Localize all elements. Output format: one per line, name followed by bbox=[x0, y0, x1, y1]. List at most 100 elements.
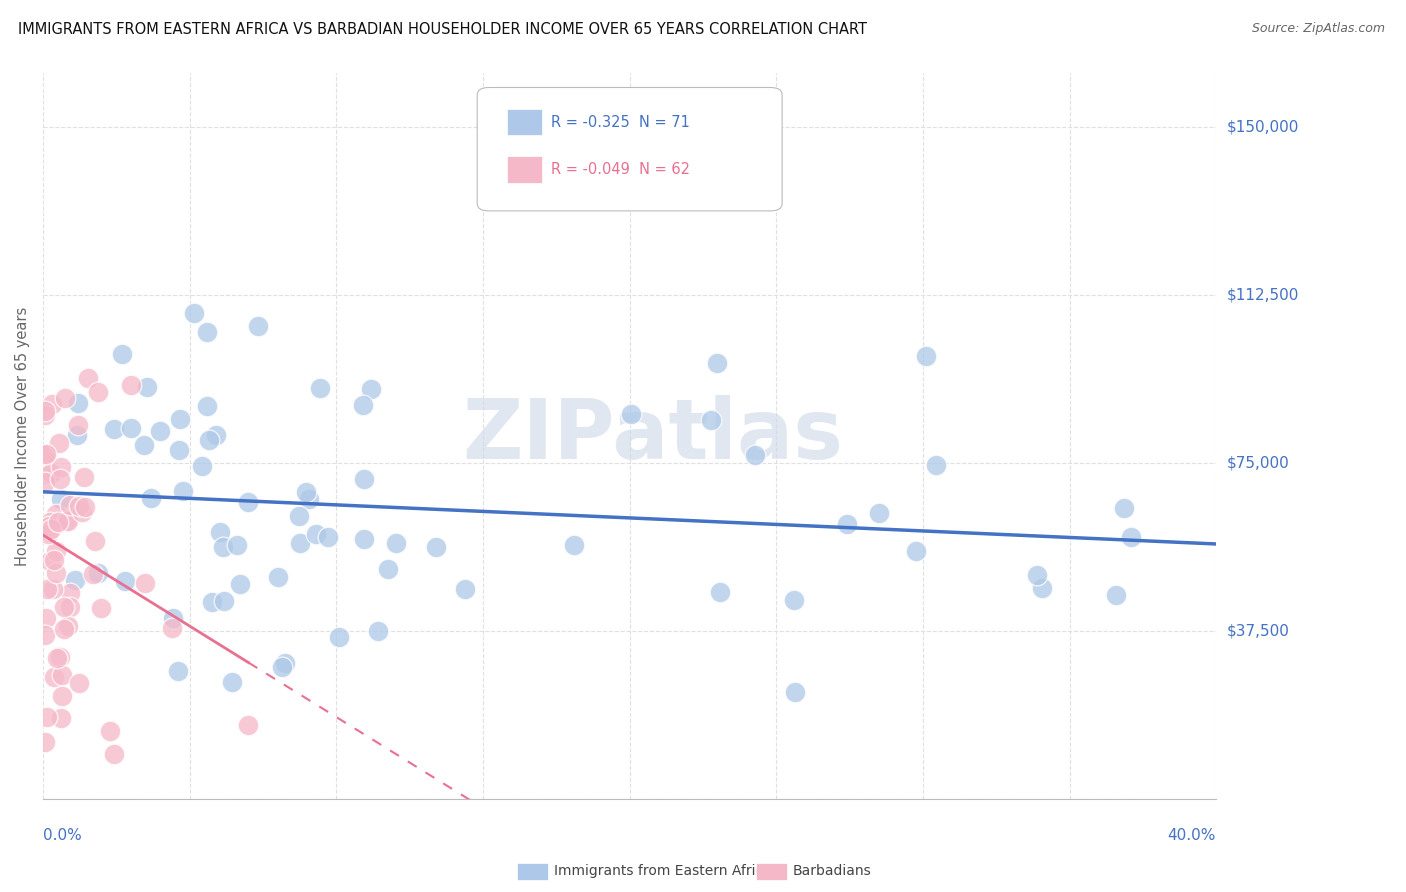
Point bbox=[706, 356, 728, 370]
Point bbox=[139, 491, 162, 506]
Point bbox=[183, 306, 205, 320]
Point bbox=[82, 566, 104, 581]
Point bbox=[132, 438, 155, 452]
Point bbox=[53, 600, 76, 615]
FancyBboxPatch shape bbox=[477, 87, 782, 211]
Text: $75,000: $75,000 bbox=[1227, 455, 1289, 470]
Point bbox=[290, 535, 312, 549]
Point bbox=[48, 472, 70, 486]
Point bbox=[76, 371, 98, 385]
Text: IMMIGRANTS FROM EASTERN AFRICA VS BARBADIAN HOUSEHOLDER INCOME OVER 65 YEARS COR: IMMIGRANTS FROM EASTERN AFRICA VS BARBAD… bbox=[18, 22, 868, 37]
Text: 40.0%: 40.0% bbox=[1168, 828, 1216, 843]
Point bbox=[51, 667, 73, 681]
Point bbox=[195, 399, 218, 413]
Point bbox=[39, 466, 62, 480]
Point bbox=[53, 391, 76, 405]
Point bbox=[59, 599, 82, 614]
Point bbox=[925, 458, 948, 473]
Point bbox=[44, 516, 66, 530]
Point bbox=[45, 544, 67, 558]
Point bbox=[201, 595, 224, 609]
Point bbox=[67, 396, 90, 410]
Point bbox=[42, 670, 65, 684]
Point bbox=[67, 676, 90, 690]
Point bbox=[209, 525, 232, 540]
Text: Source: ZipAtlas.com: Source: ZipAtlas.com bbox=[1251, 22, 1385, 36]
Point bbox=[73, 470, 96, 484]
Point bbox=[1025, 567, 1047, 582]
Point bbox=[868, 506, 890, 520]
Point bbox=[191, 459, 214, 474]
Point bbox=[120, 378, 142, 392]
Point bbox=[238, 495, 260, 509]
Point bbox=[225, 538, 247, 552]
Point bbox=[90, 600, 112, 615]
Point bbox=[51, 689, 73, 703]
Point bbox=[562, 538, 585, 552]
Point bbox=[352, 398, 374, 412]
Point bbox=[904, 544, 927, 558]
Point bbox=[39, 522, 62, 536]
Text: Barbadians: Barbadians bbox=[793, 864, 872, 879]
Text: $150,000: $150,000 bbox=[1227, 120, 1299, 135]
Point bbox=[84, 534, 107, 549]
Point bbox=[49, 711, 72, 725]
Point bbox=[87, 384, 110, 399]
Point bbox=[52, 622, 75, 636]
Point bbox=[783, 684, 806, 698]
Point bbox=[58, 514, 80, 528]
Text: R = -0.049  N = 62: R = -0.049 N = 62 bbox=[551, 162, 690, 177]
Point bbox=[35, 610, 58, 624]
Point bbox=[385, 536, 408, 550]
Point bbox=[353, 533, 375, 547]
Point bbox=[134, 576, 156, 591]
Point bbox=[221, 675, 243, 690]
Point bbox=[45, 508, 67, 522]
Point bbox=[709, 584, 731, 599]
Point bbox=[103, 422, 125, 436]
Point bbox=[367, 624, 389, 639]
Point bbox=[63, 574, 86, 588]
Point bbox=[700, 412, 723, 426]
Point bbox=[41, 397, 63, 411]
Text: $112,500: $112,500 bbox=[1227, 287, 1299, 302]
Point bbox=[162, 611, 184, 625]
Point bbox=[48, 435, 70, 450]
Point bbox=[48, 649, 70, 664]
Point bbox=[98, 723, 121, 738]
Point bbox=[425, 540, 447, 554]
Point bbox=[34, 475, 56, 490]
Point bbox=[39, 554, 62, 568]
Bar bbox=[506, 110, 541, 136]
Point bbox=[66, 427, 89, 442]
Bar bbox=[506, 156, 541, 183]
Y-axis label: Householder Income Over 65 years: Householder Income Over 65 years bbox=[15, 306, 30, 566]
Point bbox=[744, 448, 766, 462]
Point bbox=[266, 569, 288, 583]
Point bbox=[353, 472, 375, 486]
Point bbox=[38, 519, 60, 533]
Point bbox=[49, 491, 72, 506]
Point bbox=[270, 659, 292, 673]
Point bbox=[198, 433, 221, 447]
Point bbox=[1104, 589, 1126, 603]
Text: $37,500: $37,500 bbox=[1227, 624, 1291, 639]
Point bbox=[35, 710, 58, 724]
Point bbox=[454, 582, 477, 597]
Point bbox=[44, 552, 66, 566]
Point bbox=[70, 505, 93, 519]
Point bbox=[37, 582, 59, 596]
Text: ZIPatlas: ZIPatlas bbox=[463, 395, 844, 476]
Point bbox=[274, 656, 297, 670]
Point bbox=[1031, 581, 1053, 595]
Point bbox=[34, 467, 56, 482]
Point bbox=[51, 459, 73, 474]
Point bbox=[37, 447, 59, 461]
Point bbox=[308, 381, 330, 395]
Point bbox=[328, 631, 350, 645]
Point bbox=[73, 500, 96, 515]
Point bbox=[172, 483, 194, 498]
Point bbox=[48, 516, 70, 530]
Point bbox=[37, 526, 59, 541]
Point bbox=[48, 515, 70, 529]
